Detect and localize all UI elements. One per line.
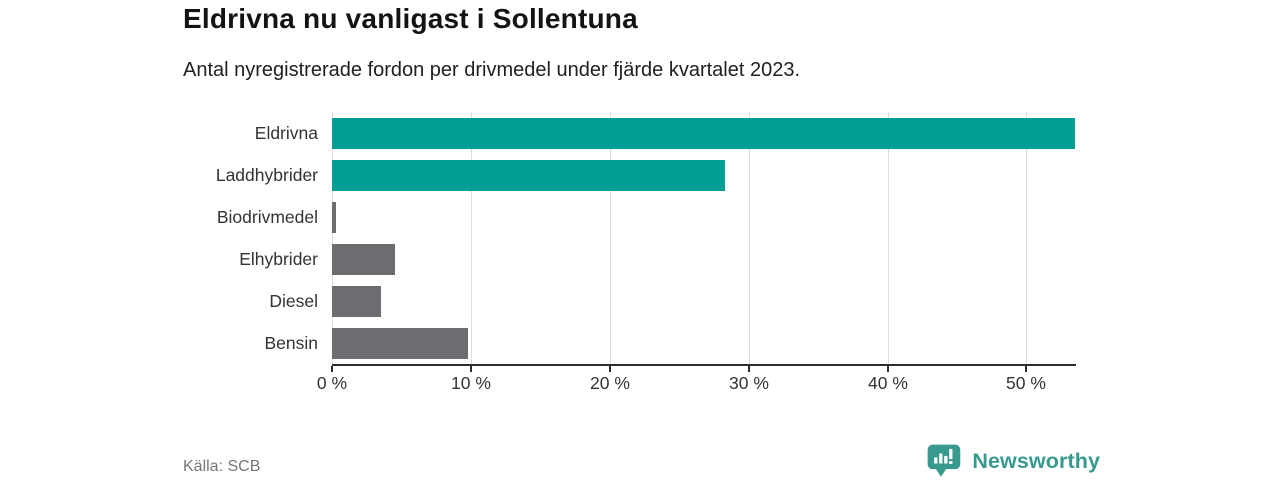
bar-bensin (332, 328, 469, 359)
bar-elhybrider (332, 244, 395, 275)
gridline (332, 112, 333, 364)
category-label-elhybrider: Elhybrider (239, 249, 318, 269)
axis-tick-label: 50 % (1006, 373, 1046, 393)
gridline (1026, 112, 1027, 364)
category-label-bensin: Bensin (264, 333, 318, 353)
bar-biodrivmedel (332, 202, 337, 233)
axis-tick (609, 366, 611, 372)
category-label-eldrivna: Eldrivna (254, 123, 318, 143)
newsworthy-wordmark: Newsworthy (972, 448, 1100, 473)
axis-tick-label: 30 % (729, 373, 769, 393)
category-label-diesel: Diesel (269, 291, 318, 311)
gridline (471, 112, 472, 364)
axis-tick (470, 366, 472, 372)
category-label-laddhybrider: Laddhybrider (215, 165, 318, 185)
axis-tick-label: 40 % (868, 373, 908, 393)
axis-tick-label: 20 % (590, 373, 630, 393)
axis-tick-label: 0 % (316, 373, 348, 393)
chart-subtitle: Antal nyregistrerade fordon per drivmede… (183, 59, 801, 81)
bar-diesel (332, 286, 381, 317)
gridline (888, 112, 889, 364)
axis-tick (748, 366, 750, 372)
x-axis-line (332, 364, 1076, 366)
category-label-biodrivmedel: Biodrivmedel (216, 207, 318, 227)
gridline (749, 112, 750, 364)
axis-tick (1025, 366, 1027, 372)
axis-tick (887, 366, 889, 372)
source-note: Källa: SCB (183, 458, 261, 475)
axis-tick-label: 10 % (451, 373, 491, 393)
newsworthy-logo: Newsworthy (926, 444, 1100, 478)
newsworthy-pin-barchart-icon (927, 444, 961, 477)
axis-tick (331, 366, 333, 372)
bar-eldrivna (332, 118, 1075, 149)
bar-laddhybrider (332, 160, 725, 191)
chart-title: Eldrivna nu vanligast i Sollentuna (183, 3, 638, 34)
gridline (610, 112, 611, 364)
plot-area (332, 112, 1075, 364)
